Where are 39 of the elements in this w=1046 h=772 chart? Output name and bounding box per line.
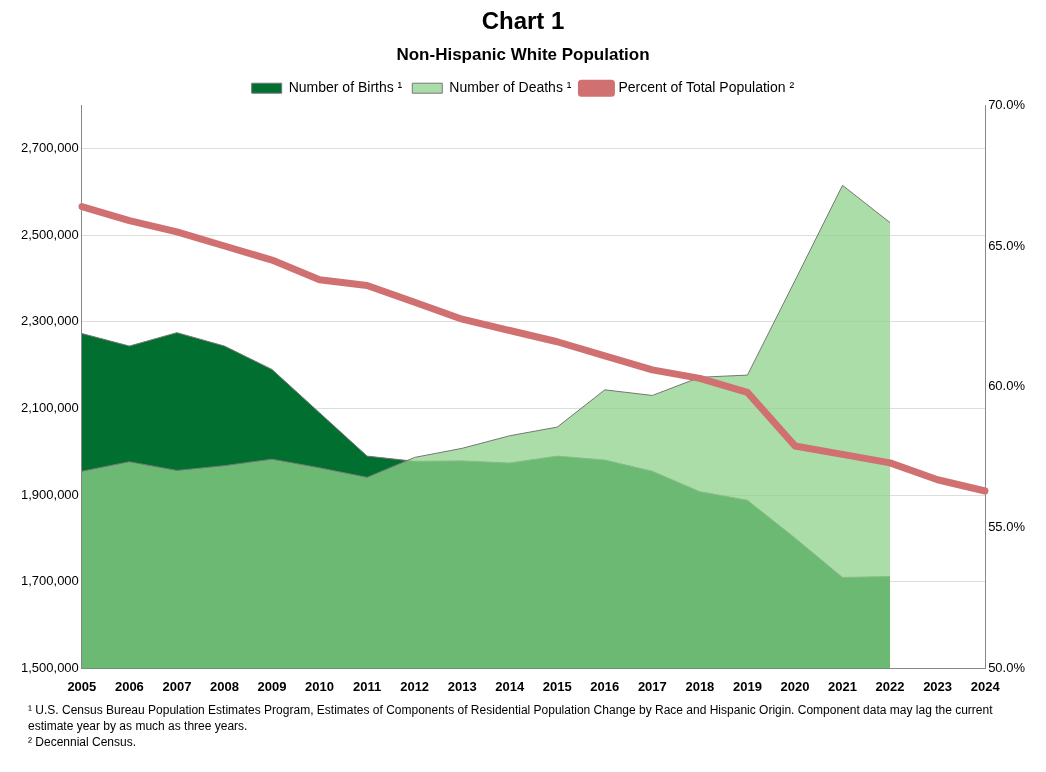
y2-tick-label: 60.0%	[988, 378, 1026, 394]
legend-label: Percent of Total Population ²	[618, 79, 795, 96]
y-tick-label: 1,700,000	[20, 573, 79, 589]
x-tick-label: 2019	[732, 678, 762, 694]
legend-label: Number of Deaths ¹	[449, 79, 572, 96]
legend-label: Number of Births ¹	[288, 79, 403, 96]
y-tick-label: 2,100,000	[20, 400, 79, 416]
x-tick-label: 2012	[400, 678, 430, 694]
y2-tick-label: 65.0%	[988, 237, 1026, 253]
x-tick-label: 2024	[970, 678, 1001, 694]
y2-tick-label: 50.0%	[988, 659, 1026, 675]
x-tick-label: 2010	[305, 678, 335, 694]
x-tick-label: 2006	[114, 678, 144, 694]
x-tick-label: 2023	[923, 678, 953, 694]
text: ¹ U.S. Census Bureau Population Estimates Program, Estimates of Components of Residential Population Change by Race and Hispanic Origin. Component data may lag the current estimate year by as much as three years.	[28, 702, 994, 734]
x-tick-label: 2011	[352, 678, 382, 694]
chart-subtitle: Non-Hispanic White Population	[396, 44, 650, 64]
text: ² Decennial Census.	[28, 734, 138, 750]
y-tick-label: 2,300,000	[20, 313, 79, 329]
x-tick-label: 2015	[542, 678, 572, 694]
y-tick-label: 1,500,000	[20, 659, 79, 675]
x-tick-label: 2018	[685, 678, 715, 694]
y-tick-label: 2,700,000	[20, 140, 79, 156]
y-tick-label: 1,900,000	[20, 486, 79, 502]
x-tick-label: 2014	[495, 678, 525, 694]
x-tick-label: 2017	[637, 678, 667, 694]
y2-tick-label: 55.0%	[988, 519, 1026, 535]
x-tick-label: 2007	[162, 678, 192, 694]
x-tick-label: 2020	[780, 678, 810, 694]
x-tick-label: 2008	[210, 678, 239, 694]
y-tick-label: 2,500,000	[20, 226, 79, 242]
x-tick-label: 2009	[257, 678, 287, 694]
x-tick-label: 2021	[828, 678, 857, 694]
chart-title: Chart 1	[481, 7, 565, 35]
x-tick-label: 2016	[590, 678, 620, 694]
y2-tick-label: 70.0%	[988, 96, 1026, 112]
x-tick-label: 2022	[875, 678, 905, 694]
x-tick-label: 2005	[67, 678, 97, 694]
x-tick-label: 2013	[447, 678, 477, 694]
